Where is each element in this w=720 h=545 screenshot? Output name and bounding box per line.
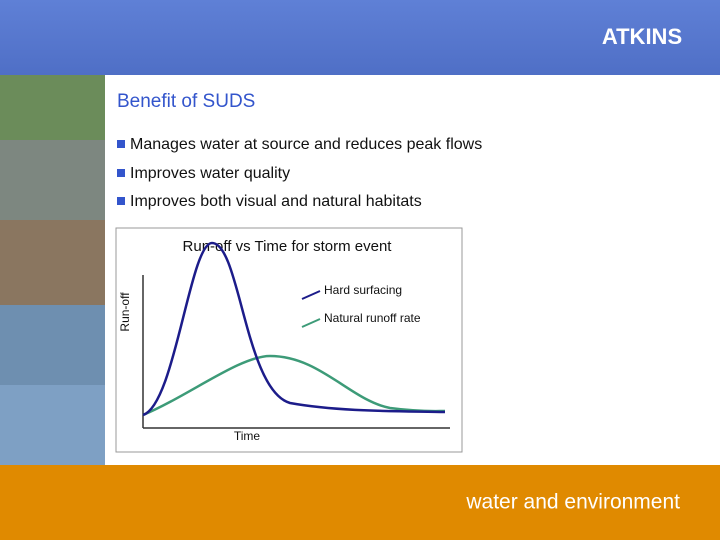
bullet [117,140,125,148]
legend-swatch [301,290,321,300]
bullet [117,169,125,177]
chart-frame [115,227,463,453]
logo: ATKINS [602,24,682,49]
chart: Run-off vs Time for storm event Run-off … [115,227,463,453]
curve [142,241,446,417]
bottom-band [0,465,720,540]
bullet-list: Manages water at source and reduces peak… [117,136,482,210]
photo-strip [0,75,105,465]
photo [0,305,105,385]
x-axis-label: Time [234,429,261,443]
bullet [117,197,125,205]
photo [0,220,105,305]
bullet-text: Improves both visual and natural habitat… [130,193,422,210]
legend-label: Natural runoff rate [324,311,421,325]
footer-text: water and environment [465,491,680,514]
slide-title: Benefit of SUDS [117,91,255,112]
legend-swatch [301,318,321,328]
bullet-text: Manages water at source and reduces peak… [130,136,482,153]
photo [0,385,105,465]
top-band [0,0,720,75]
chart-title: Run-off vs Time for storm event [183,238,393,255]
photo [0,140,105,220]
y-axis-label: Run-off [118,292,132,332]
bullet-text: Improves water quality [130,165,290,182]
photo [0,75,105,140]
legend-label: Hard surfacing [324,283,402,297]
